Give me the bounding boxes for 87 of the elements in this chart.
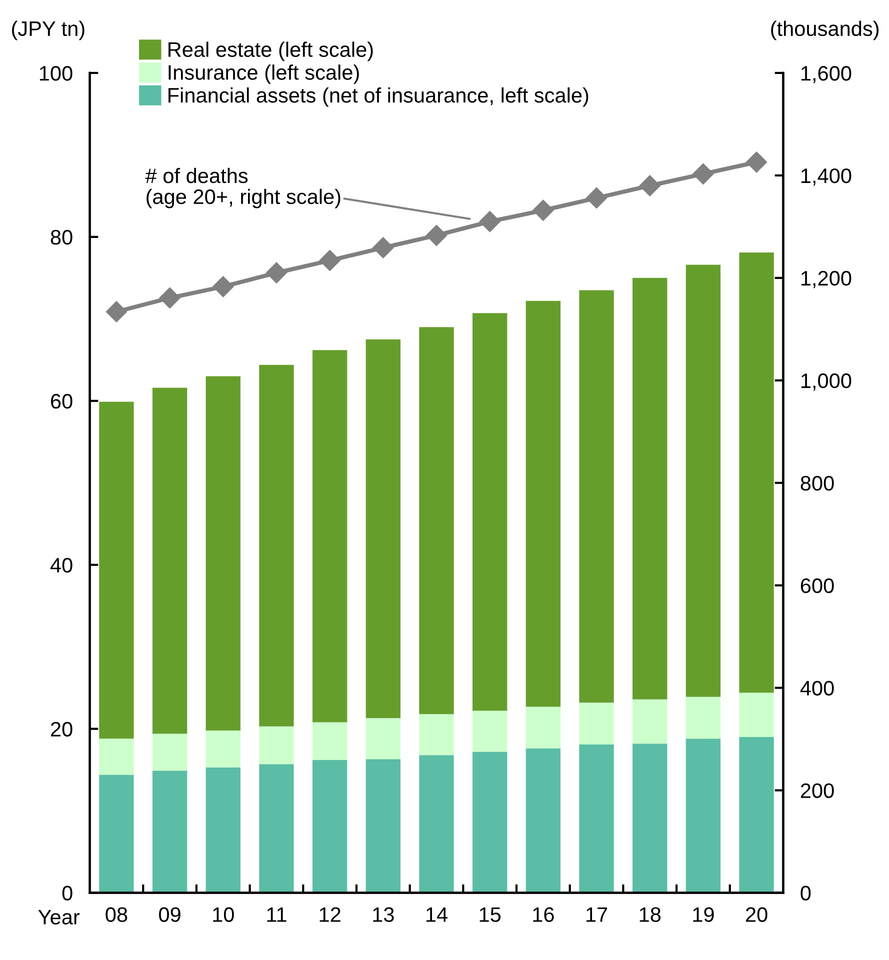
point — [692, 163, 714, 184]
point — [106, 301, 127, 322]
x-tick-label: 15 — [480, 907, 501, 922]
bar — [152, 770, 188, 893]
bar — [632, 278, 668, 700]
x-tick-label: 17 — [586, 907, 608, 922]
point — [372, 237, 394, 258]
bar — [579, 744, 614, 893]
point — [426, 224, 448, 246]
y-tick-label: 100 — [40, 66, 72, 81]
bar — [206, 767, 240, 893]
bar — [99, 738, 134, 775]
bar — [366, 759, 400, 893]
x-tick-label: 12 — [320, 907, 340, 922]
point — [532, 200, 554, 221]
y-tick-label: 20 — [51, 722, 72, 737]
x-tick-label: 10 — [213, 907, 234, 922]
bar — [312, 760, 348, 893]
bar — [526, 748, 561, 893]
point — [319, 250, 340, 272]
bar — [472, 710, 508, 752]
x-tick-label: 09 — [159, 907, 180, 922]
bar — [99, 774, 134, 893]
bar — [419, 755, 454, 893]
x-axis-title: Year — [38, 910, 80, 924]
bar — [366, 718, 400, 760]
point — [212, 276, 234, 298]
x-tick-label: 20 — [746, 907, 768, 922]
x-tick-label: 08 — [106, 907, 128, 922]
y2-tick-label: 400 — [800, 680, 834, 696]
bar — [632, 744, 668, 893]
bar — [739, 737, 774, 893]
bar — [366, 339, 400, 718]
bar — [259, 764, 294, 893]
bar — [686, 696, 721, 739]
bar — [206, 730, 240, 768]
x-tick-label: 14 — [426, 907, 448, 922]
point — [746, 152, 768, 173]
bar — [312, 722, 348, 760]
bar — [259, 364, 294, 726]
bar — [526, 706, 561, 749]
legend-label: Financial assets (net of insuarance, left scale) — [168, 87, 588, 107]
x-tick-label: 16 — [533, 907, 554, 922]
bar — [526, 300, 561, 707]
bar — [472, 752, 508, 893]
bar — [472, 313, 508, 711]
bar — [152, 388, 188, 734]
bar — [206, 376, 240, 730]
bar — [419, 327, 454, 714]
point — [479, 211, 500, 232]
x-tick-label: 11 — [267, 907, 286, 922]
annotation: # of deaths (age 20+, right scale) — [145, 168, 340, 208]
bar — [312, 350, 348, 722]
y2-tick-label: 200 — [800, 783, 834, 798]
bar — [686, 264, 721, 697]
y-axis-title: (JPY tn) — [12, 20, 84, 40]
bar — [152, 734, 188, 771]
point — [586, 187, 608, 208]
y2-tick-label: 600 — [800, 578, 834, 594]
x-tick-label: 13 — [373, 907, 394, 922]
bar — [739, 252, 774, 693]
legend-label: Real estate (left scale) — [168, 42, 373, 62]
y2-tick-label: 1,200 — [801, 270, 852, 288]
bar — [579, 290, 614, 703]
point — [639, 175, 660, 196]
bar — [99, 402, 134, 739]
y2-tick-label: 0 — [800, 886, 811, 901]
bar — [739, 692, 774, 738]
point — [266, 262, 287, 284]
point — [159, 287, 180, 308]
y2-axis-title: (thousands) — [771, 20, 879, 40]
legend-label: Insurance (left scale) — [168, 64, 359, 84]
y2-tick-label: 1,400 — [801, 168, 852, 186]
y2-tick-label: 1,600 — [801, 66, 852, 84]
y2-tick-label: 1,000 — [801, 373, 852, 391]
bar — [259, 726, 294, 764]
bar — [632, 699, 668, 744]
x-tick-label: 18 — [640, 907, 661, 922]
bar — [419, 714, 454, 756]
y-tick-label: 80 — [50, 230, 72, 245]
y2-tick-label: 800 — [800, 476, 834, 491]
x-tick-label: 19 — [693, 907, 714, 922]
y-tick-label: 0 — [62, 886, 72, 901]
y-tick-label: 60 — [51, 394, 72, 409]
bar — [579, 702, 614, 744]
y-tick-label: 40 — [50, 558, 72, 573]
bar — [686, 738, 721, 893]
